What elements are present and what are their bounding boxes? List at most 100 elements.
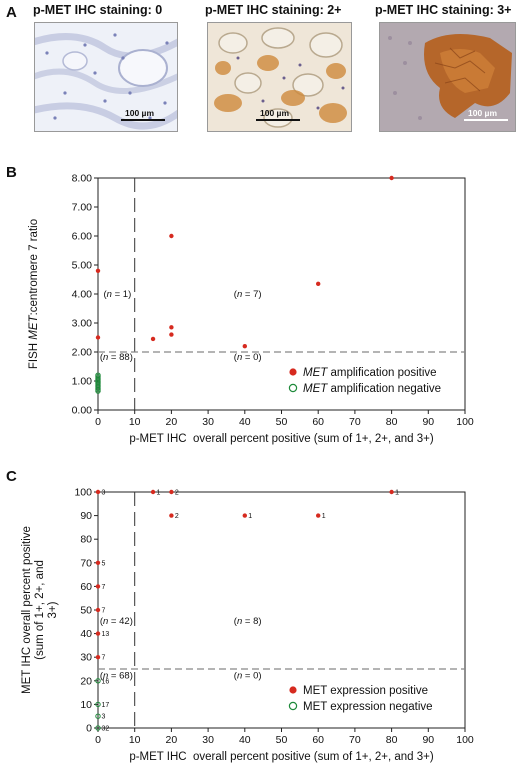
x-axis-label: p-MET IHC overall percent positive (sum … (129, 751, 434, 763)
legend-marker-positive (289, 686, 297, 694)
x-tick-label: 80 (386, 416, 398, 428)
micrograph-stain-2: 100 µm (207, 22, 352, 132)
point-count-label: 17 (102, 702, 110, 709)
y-tick-label: 100 (74, 487, 92, 499)
panel-a-letter: A (6, 4, 17, 21)
y-tick-label: 40 (80, 628, 92, 640)
data-point-positive (169, 233, 174, 239)
micrograph-title-0: p-MET IHC staining: 0 (33, 3, 163, 17)
x-tick-label: 0 (95, 416, 101, 428)
x-tick-label: 60 (312, 416, 324, 428)
data-point-positive (316, 281, 321, 287)
data-point-positive (150, 336, 156, 342)
x-tick-label: 40 (239, 416, 251, 428)
data-point-positive (169, 489, 174, 495)
legend-marker-negative (288, 383, 298, 393)
x-tick-label: 70 (349, 734, 361, 746)
micrograph-title-2: p-MET IHC staining: 2+ (205, 3, 342, 17)
y-tick-label: 0 (86, 723, 92, 735)
n-count-label: (n = 0) (234, 352, 262, 363)
data-point-positive (95, 268, 101, 273)
y-tick-label: 60 (80, 581, 92, 593)
micrograph-stain-3: 100 µm (379, 22, 516, 132)
data-point-positive (95, 560, 101, 565)
x-tick-label: 50 (276, 416, 288, 428)
data-point-negative (95, 388, 101, 394)
n-count-label: (n = 42) (100, 616, 133, 627)
x-axis-label: p-MET IHC overall percent positive (sum … (129, 433, 434, 445)
scale-label: 100 µm (125, 108, 154, 118)
met-ihc-scatter-chart: 0 10 20 30 40 50 60 70 80 90 100 0 10 20 30 40 50 60 70 80 9… (21, 487, 474, 764)
data-point-positive (95, 335, 101, 340)
y-axis-label: 3+) (47, 601, 59, 618)
data-point-negative (95, 701, 101, 708)
fish-ratio-scatter-chart: 0 10 20 30 40 50 60 70 80 90 100 0.00 1.00 2.00 3.00 4.… (28, 173, 474, 446)
y-tick-label: 5.00 (72, 260, 93, 272)
panel-c-letter: C (6, 468, 17, 485)
data-point-positive (95, 489, 101, 495)
data-point-negative (95, 713, 101, 719)
legend-label: MET amplification positive (303, 367, 437, 379)
micrograph-stain-0: 100 µm (34, 22, 178, 132)
point-count-label: 7 (102, 608, 106, 615)
data-point-positive (389, 489, 394, 495)
data-point-positive (169, 513, 174, 518)
point-count-label: 7 (102, 655, 106, 662)
legend-marker-negative (288, 701, 298, 711)
data-point-positive (242, 344, 247, 349)
y-axis-label: (sum of 1+, 2+, and (34, 560, 46, 660)
point-count-label: 2 (175, 513, 179, 520)
n-count-label: (n = 7) (234, 289, 262, 300)
x-tick-label: 30 (202, 734, 214, 746)
legend-label: MET expression positive (303, 685, 428, 697)
point-count-label: 32 (102, 726, 110, 733)
n-count-label: (n = 88) (100, 352, 133, 363)
y-tick-label: 8.00 (72, 173, 93, 185)
y-tick-label: 90 (80, 510, 92, 522)
data-point-positive (95, 607, 101, 613)
point-count-label: 3 (102, 490, 106, 497)
x-tick-label: 20 (166, 734, 178, 746)
data-point-positive (242, 513, 247, 518)
y-tick-label: 0.00 (72, 405, 93, 417)
y-tick-label: 2.00 (72, 347, 93, 359)
point-count-label: 1 (248, 513, 252, 520)
point-count-label: 5 (102, 560, 106, 567)
point-count-label: 1 (395, 490, 399, 497)
y-tick-label: 7.00 (72, 202, 93, 214)
y-tick-label: 3.00 (72, 318, 93, 330)
data-point-positive (95, 655, 101, 660)
data-point-positive (95, 631, 101, 636)
y-axis-label: FISH MET:centromere 7 ratio (28, 219, 40, 369)
y-tick-label: 6.00 (72, 231, 93, 243)
x-tick-label: 60 (312, 734, 324, 746)
y-tick-label: 30 (80, 652, 92, 664)
legend-label: MET expression negative (303, 701, 433, 713)
scale-label: 100 µm (260, 108, 289, 118)
point-count-label: 2 (175, 490, 179, 497)
data-point-positive (389, 175, 394, 181)
legend-marker-positive (289, 368, 297, 376)
micrograph-title-3: p-MET IHC staining: 3+ (375, 3, 512, 17)
scale-bar (256, 119, 300, 121)
y-tick-label: 4.00 (72, 289, 93, 301)
point-count-label: 1 (322, 513, 326, 520)
x-tick-label: 40 (239, 734, 251, 746)
point-count-label: 7 (102, 584, 106, 591)
data-point-negative (95, 678, 101, 684)
scale-bar (464, 119, 508, 121)
x-tick-label: 100 (456, 734, 474, 746)
point-count-label: 3 (102, 714, 106, 721)
x-tick-label: 50 (276, 734, 288, 746)
legend-label: MET amplification negative (303, 383, 441, 395)
data-point-negative (95, 725, 101, 731)
x-tick-label: 0 (95, 734, 101, 746)
y-tick-label: 80 (80, 534, 92, 546)
x-tick-label: 80 (386, 734, 398, 746)
x-tick-label: 90 (422, 416, 434, 428)
y-axis-label: MET IHC overall percent positive (21, 526, 33, 694)
y-tick-label: 20 (80, 675, 92, 687)
data-point-positive (169, 325, 174, 330)
data-point-positive (316, 513, 321, 518)
panel-b-letter: B (6, 164, 17, 181)
